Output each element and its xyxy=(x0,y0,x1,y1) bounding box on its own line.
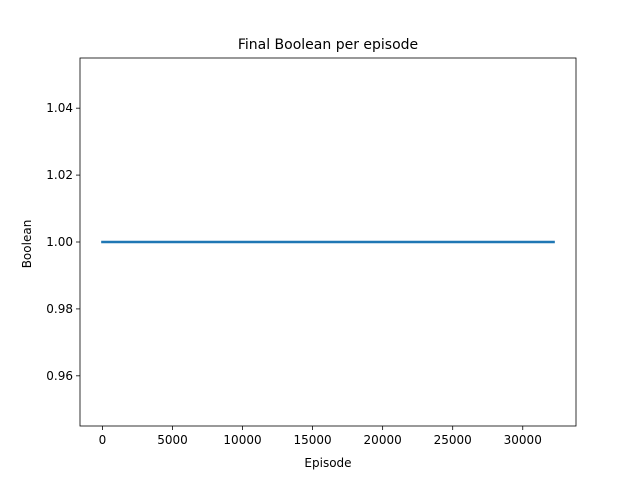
y-tick-label-4: 1.04 xyxy=(46,101,73,115)
chart-title: Final Boolean per episode xyxy=(238,37,418,53)
x-tick-label-2: 10000 xyxy=(223,433,261,447)
axes-frame xyxy=(79,57,577,427)
y-tick-label-1: 0.98 xyxy=(46,302,73,316)
x-axis-label: Episode xyxy=(304,456,351,470)
x-tick-label-5: 25000 xyxy=(434,433,472,447)
x-tick-label-6: 30000 xyxy=(504,433,542,447)
x-tick-label-3: 15000 xyxy=(293,433,331,447)
x-tick-label-0: 0 xyxy=(99,433,107,447)
x-tick-label-1: 5000 xyxy=(157,433,188,447)
y-tick-label-2: 1.00 xyxy=(46,235,73,249)
x-tick-label-4: 20000 xyxy=(364,433,402,447)
y-axis-label: Boolean xyxy=(20,220,34,269)
y-tick-label-0: 0.96 xyxy=(46,369,73,383)
plot-area: 0 5000 10000 15000 20000 25000 30000 0.96 0.98 1.… xyxy=(46,57,577,447)
y-tick-label-3: 1.02 xyxy=(46,168,73,182)
